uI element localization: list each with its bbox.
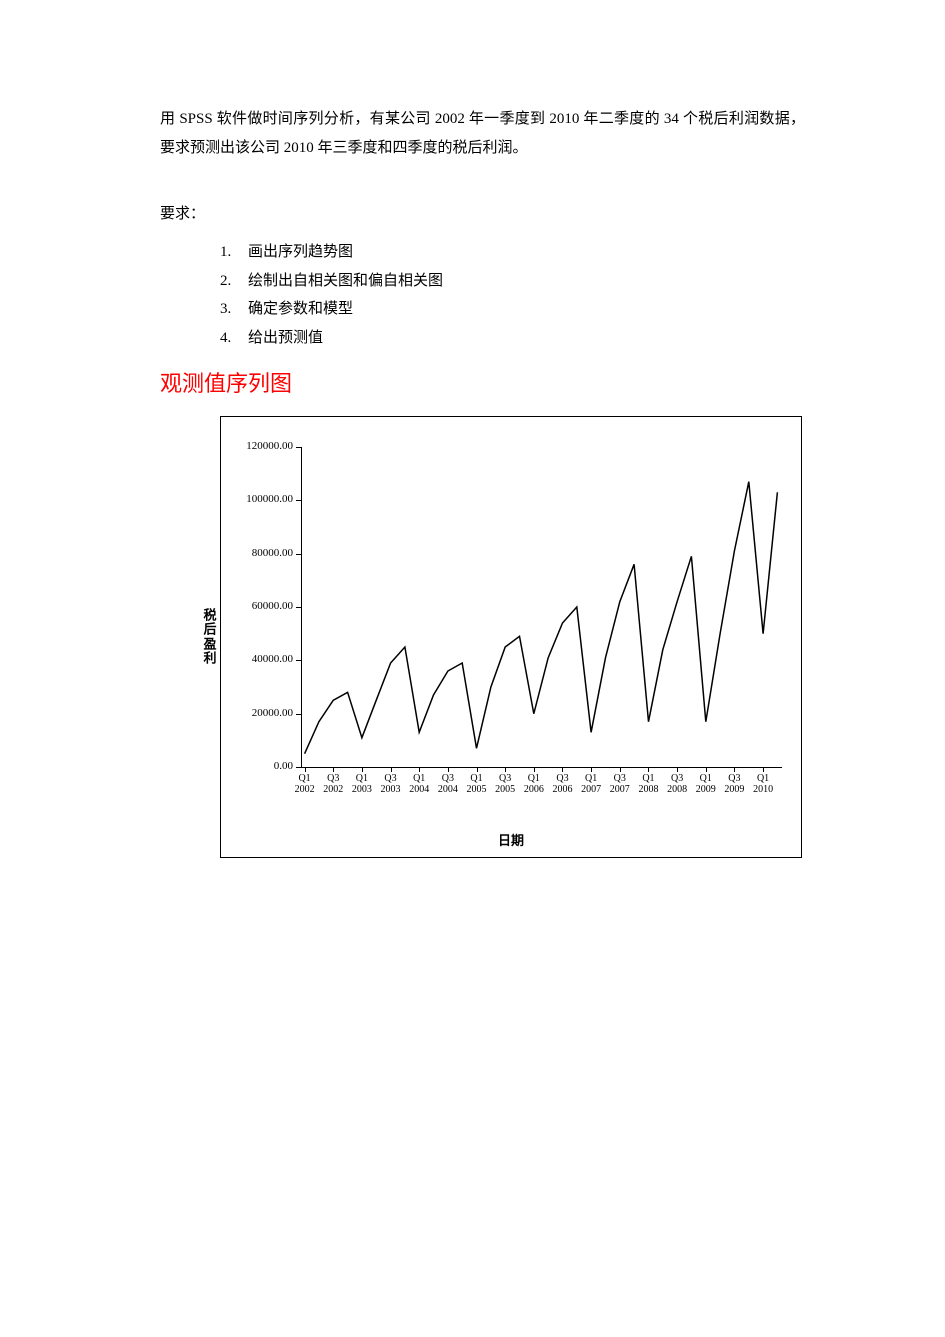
chart-xtick-mark (677, 767, 678, 772)
requirement-item: 2.绘制出自相关图和偏自相关图 (220, 267, 805, 296)
requirements-title: 要求： (160, 202, 805, 223)
chart-xtick-mark (706, 767, 707, 772)
chart-xtick-label: Q32008 (662, 773, 692, 795)
chart-xtick-label: Q12002 (290, 773, 320, 795)
chart-xtick-mark (505, 767, 506, 772)
chart-xtick-label: Q12008 (633, 773, 663, 795)
chart-xtick-mark (477, 767, 478, 772)
chart-plot-area (301, 447, 782, 768)
chart-xtick-label: Q12007 (576, 773, 606, 795)
chart-xtick-mark (763, 767, 764, 772)
chart-xtick-mark (419, 767, 420, 772)
chart-xtick-mark (534, 767, 535, 772)
chart-ytick-mark (296, 714, 301, 715)
chart-ytick-mark (296, 607, 301, 608)
chart-xtick-label: Q32002 (318, 773, 348, 795)
chart-xtick-mark (391, 767, 392, 772)
chart-xtick-label: Q32006 (547, 773, 577, 795)
chart-xtick-mark (648, 767, 649, 772)
chart-ytick-mark (296, 554, 301, 555)
chart-xtick-mark (362, 767, 363, 772)
chart-xtick-label: Q12004 (404, 773, 434, 795)
chart-ytick-label: 0.00 (223, 760, 293, 772)
time-series-chart: 税后盈利 0.0020000.0040000.0060000.0080000.0… (220, 416, 802, 858)
requirement-text: 确定参数和模型 (248, 301, 353, 317)
chart-xtick-label: Q12005 (462, 773, 492, 795)
chart-ytick-label: 120000.00 (223, 440, 293, 452)
requirements-list: 1.画出序列趋势图 2.绘制出自相关图和偏自相关图 3.确定参数和模型 4.给出… (220, 238, 805, 352)
requirement-number: 4. (220, 324, 248, 353)
intro-paragraph: 用 SPSS 软件做时间序列分析，有某公司 2002 年一季度到 2010 年二… (160, 105, 805, 162)
chart-xtick-label: Q12009 (691, 773, 721, 795)
section-heading: 观测值序列图 (160, 366, 805, 398)
chart-ylabel: 税后盈利 (203, 608, 217, 665)
chart-ytick-mark (296, 660, 301, 661)
requirement-item: 3.确定参数和模型 (220, 295, 805, 324)
requirement-text: 画出序列趋势图 (248, 244, 353, 260)
chart-ytick-mark (296, 767, 301, 768)
chart-xlabel: 日期 (221, 830, 801, 849)
chart-xtick-mark (734, 767, 735, 772)
requirement-number: 3. (220, 295, 248, 324)
chart-ytick-label: 20000.00 (223, 707, 293, 719)
document-page: 用 SPSS 软件做时间序列分析，有某公司 2002 年一季度到 2010 年二… (0, 0, 945, 1337)
chart-xtick-label: Q32005 (490, 773, 520, 795)
chart-xtick-mark (333, 767, 334, 772)
requirement-text: 给出预测值 (248, 330, 323, 346)
requirement-item: 4.给出预测值 (220, 324, 805, 353)
chart-xtick-label: Q32003 (376, 773, 406, 795)
chart-xtick-label: Q32007 (605, 773, 635, 795)
chart-xtick-label: Q32009 (719, 773, 749, 795)
chart-ytick-label: 40000.00 (223, 653, 293, 665)
chart-xtick-label: Q12003 (347, 773, 377, 795)
chart-ytick-mark (296, 500, 301, 501)
chart-xtick-mark (562, 767, 563, 772)
chart-ytick-label: 60000.00 (223, 600, 293, 612)
chart-ytick-label: 100000.00 (223, 493, 293, 505)
chart-xtick-mark (448, 767, 449, 772)
chart-xtick-mark (620, 767, 621, 772)
chart-ytick-mark (296, 447, 301, 448)
requirement-number: 2. (220, 267, 248, 296)
chart-xtick-label: Q12006 (519, 773, 549, 795)
chart-xtick-mark (305, 767, 306, 772)
chart-xtick-label: Q12010 (748, 773, 778, 795)
requirement-number: 1. (220, 238, 248, 267)
chart-xtick-label: Q32004 (433, 773, 463, 795)
chart-ytick-label: 80000.00 (223, 547, 293, 559)
requirement-item: 1.画出序列趋势图 (220, 238, 805, 267)
requirement-text: 绘制出自相关图和偏自相关图 (248, 273, 443, 289)
chart-xtick-mark (591, 767, 592, 772)
